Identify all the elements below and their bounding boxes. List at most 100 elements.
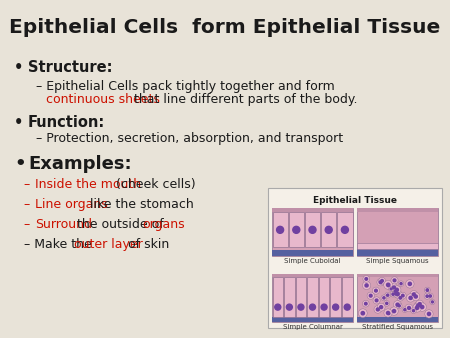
Bar	[272, 208, 353, 212]
Circle shape	[416, 304, 419, 307]
Bar	[357, 317, 438, 322]
Circle shape	[413, 310, 414, 312]
Text: •: •	[14, 115, 23, 130]
Circle shape	[411, 308, 416, 314]
Circle shape	[388, 313, 390, 315]
Circle shape	[293, 226, 300, 233]
Circle shape	[390, 307, 398, 315]
Bar	[342, 277, 352, 317]
Circle shape	[361, 312, 364, 315]
Circle shape	[405, 304, 413, 312]
Circle shape	[405, 280, 414, 288]
Circle shape	[432, 301, 433, 303]
Circle shape	[377, 279, 384, 286]
Circle shape	[424, 293, 430, 299]
Text: that line different parts of the body.: that line different parts of the body.	[130, 93, 357, 106]
Text: like the stomach: like the stomach	[86, 198, 194, 211]
Text: Surround: Surround	[35, 218, 92, 231]
Circle shape	[374, 306, 382, 313]
Circle shape	[393, 290, 402, 298]
Text: Simple Cuboidal: Simple Cuboidal	[284, 258, 341, 264]
Text: Simple Squamous: Simple Squamous	[366, 258, 429, 264]
Circle shape	[412, 292, 420, 300]
Circle shape	[383, 297, 385, 299]
Circle shape	[384, 309, 392, 317]
Circle shape	[378, 277, 386, 284]
Circle shape	[400, 292, 406, 299]
Circle shape	[409, 296, 412, 299]
Circle shape	[413, 304, 422, 312]
Bar	[357, 274, 438, 277]
Circle shape	[392, 286, 396, 289]
Text: Function:: Function:	[28, 115, 105, 130]
Circle shape	[376, 308, 379, 311]
Circle shape	[397, 295, 404, 301]
Circle shape	[367, 292, 374, 299]
Circle shape	[425, 288, 430, 293]
Circle shape	[364, 303, 367, 305]
Circle shape	[392, 310, 396, 313]
Circle shape	[395, 288, 398, 291]
Circle shape	[428, 293, 433, 299]
Circle shape	[387, 283, 390, 287]
Bar	[284, 277, 295, 317]
Bar	[338, 212, 352, 247]
Text: of skin: of skin	[124, 238, 169, 251]
Circle shape	[398, 281, 404, 286]
Text: outer layer: outer layer	[74, 238, 143, 251]
Circle shape	[359, 309, 367, 318]
Circle shape	[386, 311, 391, 316]
Text: the outside of: the outside of	[73, 218, 168, 231]
Circle shape	[321, 304, 327, 310]
Circle shape	[377, 303, 385, 311]
Text: – Epithelial Cells pack tightly together and form: – Epithelial Cells pack tightly together…	[36, 80, 335, 93]
Circle shape	[408, 282, 411, 286]
Circle shape	[410, 291, 418, 298]
Circle shape	[390, 288, 392, 290]
Text: Simple Columnar: Simple Columnar	[283, 324, 342, 330]
Bar	[357, 274, 438, 322]
Circle shape	[363, 275, 369, 282]
Circle shape	[414, 295, 417, 298]
Circle shape	[373, 287, 379, 294]
Circle shape	[384, 300, 390, 306]
Bar	[273, 277, 283, 317]
Circle shape	[385, 292, 391, 298]
Circle shape	[408, 307, 410, 309]
Circle shape	[428, 312, 431, 315]
Circle shape	[425, 310, 433, 318]
Circle shape	[380, 306, 382, 309]
Circle shape	[390, 284, 398, 291]
Circle shape	[402, 307, 408, 312]
Circle shape	[399, 297, 401, 299]
Circle shape	[396, 303, 399, 306]
Text: continuous sheets: continuous sheets	[46, 93, 160, 106]
Text: Structure:: Structure:	[28, 60, 112, 75]
Circle shape	[412, 293, 415, 296]
Circle shape	[392, 293, 394, 295]
Text: –: –	[24, 178, 34, 191]
Text: organs: organs	[142, 218, 184, 231]
Text: Epithelial Cells  form Epithelial Tissue: Epithelial Cells form Epithelial Tissue	[9, 18, 441, 37]
Circle shape	[392, 289, 398, 294]
Circle shape	[396, 303, 402, 309]
Circle shape	[373, 297, 380, 304]
Bar	[357, 243, 438, 249]
Circle shape	[369, 294, 372, 297]
Bar	[357, 208, 438, 212]
Text: –: –	[24, 218, 34, 231]
Bar	[330, 277, 341, 317]
Bar	[289, 212, 304, 247]
Text: –: –	[24, 198, 34, 211]
FancyBboxPatch shape	[268, 188, 442, 328]
Circle shape	[394, 301, 401, 309]
Circle shape	[387, 311, 390, 315]
Circle shape	[389, 286, 394, 291]
Bar	[321, 212, 336, 247]
Circle shape	[404, 309, 406, 311]
Bar	[272, 208, 353, 256]
Bar	[272, 274, 353, 322]
Circle shape	[406, 294, 415, 302]
Text: Inside the mouth: Inside the mouth	[35, 178, 141, 191]
Circle shape	[344, 304, 350, 310]
